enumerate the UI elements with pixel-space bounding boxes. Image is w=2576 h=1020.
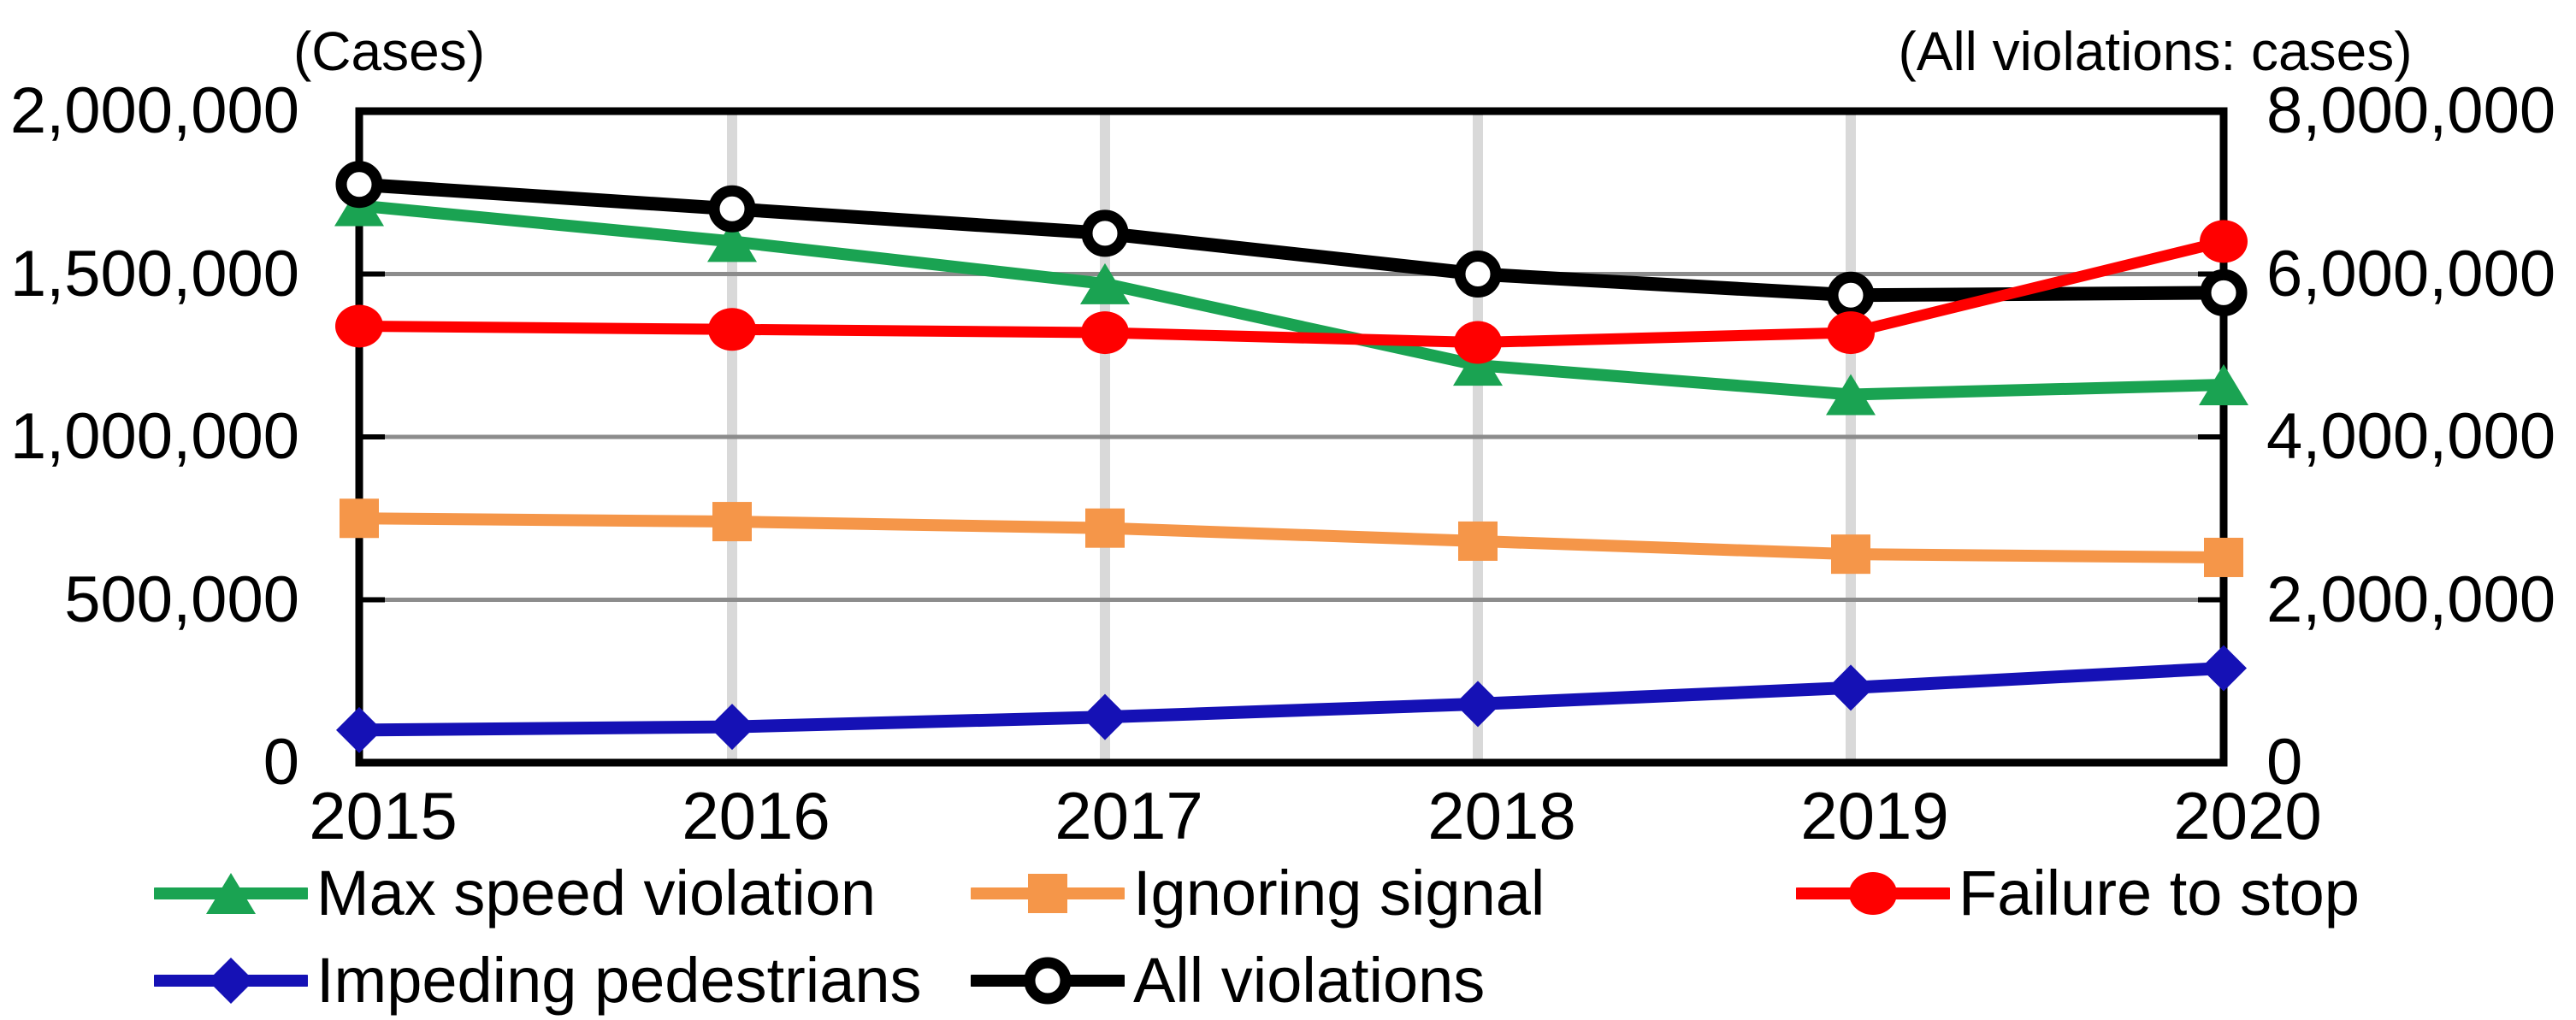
x-axis-category-label: 2016 [682, 778, 830, 853]
triangle-legend-marker-icon [154, 873, 308, 914]
series-marker-max-speed-violation [1453, 345, 1503, 386]
series-marker-failure-to-stop [2200, 220, 2248, 263]
right-axis-tick-label: 4,000,000 [2266, 400, 2556, 473]
series-marker-impeding-pedestrians [1455, 681, 1501, 728]
diamond-legend-marker-icon [154, 958, 308, 1004]
legend-label-impeding-pedestrians: Impeding pedestrians [316, 945, 922, 1016]
series-marker-ignoring-signal [1831, 534, 1870, 575]
right-axis-title: (All violations: cases) [1898, 21, 2413, 82]
legend-label-all-violations: All violations [1133, 945, 1486, 1016]
series-line-all-violations [358, 177, 2224, 303]
right-axis-tick-label: 0 [2266, 726, 2303, 799]
ring-legend-marker-icon [971, 957, 1125, 1005]
legend-item-all-violations: All violations [971, 945, 1485, 1017]
series-marker-all-violations [1827, 271, 1875, 319]
series-marker-all-violations [2200, 268, 2248, 316]
x-axis-category-label: 2017 [1055, 778, 1203, 853]
series-line-impeding-pedestrians [358, 662, 2224, 737]
series-line-ignoring-signal [358, 512, 2224, 563]
series-marker-impeding-pedestrians [2201, 645, 2247, 692]
x-axis-category-label: 2020 [2173, 778, 2322, 853]
legend-item-ignoring-signal: Ignoring signal [971, 858, 1545, 929]
series-marker-impeding-pedestrians [709, 704, 755, 751]
series-marker-failure-to-stop [1081, 311, 1129, 355]
legend-item-max-speed-violation: Max speed violation [154, 858, 876, 929]
series-marker-ignoring-signal [2204, 537, 2243, 577]
series-marker-failure-to-stop [1827, 311, 1875, 355]
series-marker-failure-to-stop [1454, 321, 1502, 364]
right-axis-tick-label: 2,000,000 [2266, 563, 2556, 636]
legend-item-failure-to-stop: Failure to stop [1796, 858, 2360, 929]
series-marker-ignoring-signal [340, 498, 379, 539]
x-axis-category-label: 2018 [1427, 778, 1576, 853]
series-marker-failure-to-stop [335, 304, 383, 348]
square-legend-marker-icon [971, 874, 1125, 913]
series-marker-max-speed-violation [2199, 364, 2248, 406]
left-axis-tick-label: 2,000,000 [9, 74, 299, 147]
series-marker-all-violations [1081, 209, 1129, 257]
right-axis-tick-label: 6,000,000 [2266, 237, 2556, 310]
series-marker-max-speed-violation [707, 221, 757, 262]
series-line-max-speed-violation [358, 199, 2224, 401]
left-axis-tick-label: 500,000 [64, 563, 299, 636]
legend-label-ignoring-signal: Ignoring signal [1133, 858, 1545, 929]
series-marker-all-violations [1454, 251, 1502, 298]
series-marker-ignoring-signal [712, 502, 752, 542]
series-marker-all-violations [708, 185, 756, 233]
series-marker-ignoring-signal [1085, 508, 1125, 548]
series-marker-impeding-pedestrians [1828, 664, 1874, 711]
series-line-failure-to-stop [358, 236, 2225, 349]
x-axis-category-label: 2019 [1800, 778, 1949, 853]
left-axis-tick-label: 1,500,000 [9, 237, 299, 310]
legend-item-impeding-pedestrians: Impeding pedestrians [154, 945, 922, 1017]
right-axis-tick-label: 8,000,000 [2266, 74, 2556, 147]
legend-label-failure-to-stop: Failure to stop [1959, 858, 2360, 929]
series-marker-ignoring-signal [1458, 521, 1498, 561]
left-axis-tick-label: 0 [263, 726, 299, 799]
x-axis-category-label: 2015 [309, 778, 458, 853]
series-marker-all-violations [335, 161, 383, 209]
left-axis-tick-label: 1,000,000 [9, 400, 299, 473]
circle-legend-marker-icon [1796, 872, 1950, 915]
series-marker-impeding-pedestrians [336, 706, 382, 753]
legend-label-max-speed-violation: Max speed violation [316, 858, 877, 929]
series-marker-failure-to-stop [708, 308, 756, 351]
left-axis-title: (Cases) [292, 21, 486, 82]
series-marker-impeding-pedestrians [1082, 693, 1128, 740]
series-marker-max-speed-violation [1826, 374, 1876, 416]
series-marker-max-speed-violation [1080, 262, 1130, 304]
